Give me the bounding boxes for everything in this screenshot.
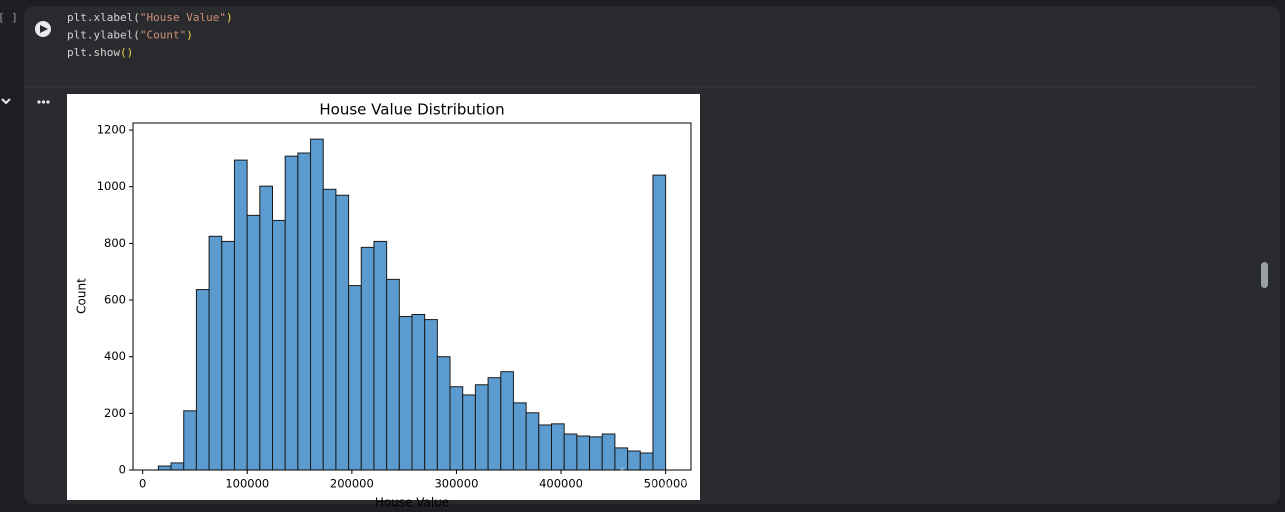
- bar: [195, 289, 210, 471]
- code-block: plt.xlabel("House Value")plt.ylabel("Cou…: [67, 11, 233, 59]
- bar: [500, 371, 514, 471]
- bar: [348, 285, 362, 471]
- bar: [474, 384, 489, 471]
- code-token: plt.xlabel(: [67, 11, 140, 24]
- bar: [424, 319, 438, 471]
- output-menu[interactable]: [37, 100, 50, 104]
- code-token: plt.ylabel(: [67, 29, 140, 42]
- bar: [563, 433, 578, 471]
- bar: [297, 152, 312, 471]
- bar: [512, 402, 527, 471]
- bar: [525, 412, 540, 471]
- bar: [462, 394, 476, 471]
- x-tick-label: 200000: [330, 477, 374, 491]
- y-tick-label: 400: [104, 349, 126, 363]
- bar: [310, 138, 324, 471]
- y-tick-label: 1000: [97, 179, 126, 193]
- bar: [259, 185, 273, 471]
- bar: [170, 462, 185, 471]
- bar: [373, 240, 388, 471]
- bar: [360, 246, 375, 471]
- collapse-toggle[interactable]: [1, 98, 11, 105]
- watermark: خمسات: [585, 463, 698, 503]
- code-token: ): [226, 11, 233, 24]
- y-axis-label: Count: [75, 278, 89, 314]
- bar: [322, 188, 337, 471]
- bar: [157, 465, 172, 471]
- x-tick-label: 100000: [225, 477, 269, 491]
- chart-title: House Value Distribution: [319, 101, 504, 119]
- code-token: plt.show: [67, 46, 120, 59]
- y-tick-label: 1200: [97, 123, 126, 137]
- code-line: plt.show(): [67, 46, 133, 59]
- bar: [386, 278, 400, 471]
- bar: [487, 377, 502, 471]
- run-icon: [40, 25, 48, 33]
- bar: [221, 240, 235, 471]
- bar: [246, 214, 261, 471]
- x-tick-label: 300000: [434, 477, 478, 491]
- y-tick-label: 200: [104, 406, 126, 420]
- cell-gutter: [ ]: [0, 11, 18, 24]
- code-line: plt.xlabel("House Value"): [67, 11, 233, 24]
- x-tick-label: 400000: [539, 477, 583, 491]
- code-token: "House Value": [140, 11, 226, 24]
- bar: [183, 410, 197, 471]
- bar: [411, 313, 426, 471]
- x-tick-label: 0: [139, 477, 146, 491]
- code-token: (): [120, 46, 133, 59]
- bar: [335, 194, 350, 471]
- y-tick-label: 0: [119, 463, 126, 477]
- chart: House Value Distribution House Value Cou…: [75, 101, 692, 510]
- code-token: ): [186, 29, 193, 42]
- x-tick-label: 500000: [644, 477, 688, 491]
- bar: [436, 356, 451, 471]
- bar: [550, 423, 565, 471]
- y-tick-label: 800: [104, 236, 126, 250]
- bar: [233, 159, 248, 471]
- scrollbar[interactable]: [1261, 262, 1268, 288]
- bar: [284, 155, 299, 471]
- bar: [652, 174, 667, 471]
- plot-frame: [132, 122, 692, 471]
- bar: [398, 315, 413, 471]
- bar: [271, 219, 286, 471]
- y-tick-label: 600: [104, 293, 126, 307]
- code-line: plt.ylabel("Count"): [67, 29, 193, 42]
- bar: [449, 386, 464, 471]
- bar: [538, 424, 552, 471]
- bar: [208, 235, 223, 471]
- code-token: "Count": [140, 29, 186, 42]
- x-axis-label: House Value: [375, 496, 449, 509]
